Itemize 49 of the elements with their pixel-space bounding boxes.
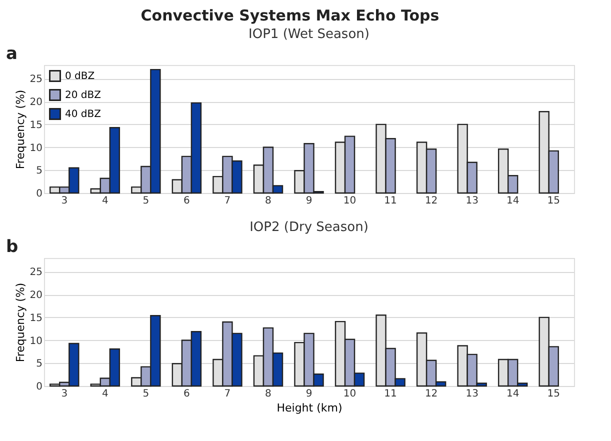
x-tick-label: 5 — [142, 388, 150, 400]
x-tick-label: 14 — [506, 388, 520, 400]
legend-label: 0 dBZ — [65, 71, 95, 82]
y-tick-label: 0 — [36, 188, 42, 200]
x-tick-label: 5 — [142, 196, 150, 206]
y-tick-label: 25 — [30, 267, 42, 278]
y-tick-label: 20 — [30, 290, 42, 302]
y-tick-label: 10 — [30, 336, 42, 347]
legend-label: 20 dBZ — [65, 90, 102, 101]
x-tick-label: 6 — [184, 388, 190, 400]
x-tick-label: 9 — [306, 196, 312, 206]
x-tick-label: 6 — [184, 196, 190, 206]
x-tick-label: 15 — [547, 388, 560, 400]
y-tick-label: 15 — [30, 120, 42, 131]
x-tick-label: 10 — [343, 388, 356, 400]
text: Convective Systems Max Echo Tops — [140, 6, 440, 24]
y-tick-label: 0 — [36, 382, 42, 392]
x-tick-label: 12 — [424, 196, 438, 206]
x-axis-title: Height (km) — [276, 402, 342, 414]
x-tick-label: 12 — [424, 388, 438, 400]
text: b — [6, 237, 18, 257]
y-tick-label: 10 — [30, 142, 42, 154]
legend-label: 40 dBZ — [65, 109, 102, 120]
chart-title: IOP2 (Dry Season) — [250, 220, 368, 235]
x-tick-label: 14 — [506, 196, 520, 206]
y-axis-title: Frequency (%) — [14, 90, 27, 170]
text: a — [6, 44, 18, 64]
x-tick-label: 11 — [384, 196, 397, 206]
x-tick-label: 15 — [547, 196, 560, 206]
x-tick-label: 4 — [102, 196, 108, 206]
x-tick-label: 3 — [61, 196, 68, 206]
y-axis-title: Frequency (%) — [14, 282, 27, 362]
y-tick-label: 15 — [30, 312, 42, 324]
chart-title: IOP1 (Wet Season) — [248, 27, 370, 42]
x-tick-label: 11 — [384, 388, 397, 400]
x-tick-label: 3 — [61, 388, 68, 400]
y-tick-label: 25 — [30, 74, 42, 86]
y-tick-label: 5 — [36, 166, 42, 177]
x-tick-label: 9 — [306, 388, 312, 400]
x-tick-label: 8 — [265, 388, 272, 400]
x-tick-label: 13 — [466, 388, 478, 400]
x-tick-label: 8 — [265, 196, 272, 206]
y-tick-label: 20 — [30, 97, 42, 108]
x-tick-label: 10 — [343, 196, 356, 206]
y-tick-label: 5 — [36, 358, 42, 370]
x-tick-label: 7 — [224, 388, 231, 400]
x-tick-label: 4 — [102, 388, 108, 400]
x-tick-label: 7 — [224, 196, 231, 206]
x-tick-label: 13 — [466, 196, 478, 206]
